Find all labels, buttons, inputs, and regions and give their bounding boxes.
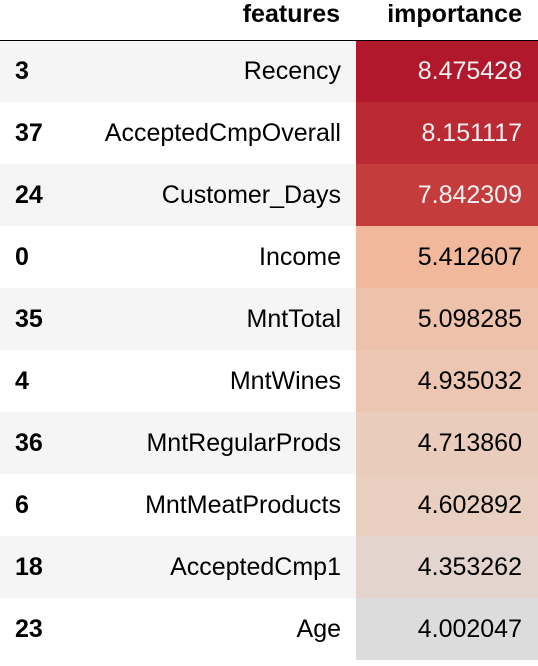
feature-name-cell: Recency (57, 40, 356, 102)
table-header: features importance (0, 0, 538, 41)
table-row: 18 AcceptedCmp1 4.353262 (0, 536, 538, 598)
table-row: 6 MntMeatProducts 4.602892 (0, 474, 538, 536)
table-row: 23 Age 4.002047 (0, 598, 538, 660)
importance-column-header: importance (356, 0, 538, 41)
importance-value-cell: 4.713860 (356, 412, 538, 474)
row-index: 24 (0, 164, 57, 226)
table-row: 4 MntWines 4.935032 (0, 350, 538, 412)
feature-name-cell: AcceptedCmp1 (57, 536, 356, 598)
importance-value-cell: 5.098285 (356, 288, 538, 350)
row-index: 4 (15, 366, 29, 395)
feature-name-cell: MntWines (229, 366, 341, 395)
importance-value-cell: 8.151117 (356, 102, 538, 164)
header-row: features importance (0, 0, 538, 41)
table-row: 3 Recency 8.475428 (0, 40, 538, 102)
table-row: 0 Income 5.412607 (0, 226, 538, 288)
row-index: 37 (15, 118, 43, 147)
importance-value-cell: 8.475428 (356, 40, 538, 102)
table-row: 37 AcceptedCmpOverall 8.151117 (0, 102, 538, 164)
feature-name-cell: Customer_Days (57, 164, 356, 226)
feature-name-cell: MntRegularProds (57, 412, 356, 474)
importance-value-cell: 4.353262 (356, 536, 538, 598)
row-index: 0 (15, 242, 29, 271)
importance-value-cell: 7.842309 (356, 164, 538, 226)
table-row: 36 MntRegularProds 4.713860 (0, 412, 538, 474)
feature-name-cell: MntTotal (57, 288, 356, 350)
index-column-header (0, 0, 57, 41)
row-index: 35 (0, 288, 57, 350)
importance-value-cell: 4.935032 (356, 350, 538, 412)
row-index: 18 (0, 536, 57, 598)
features-column-header: features (57, 0, 356, 41)
importance-value-cell: 5.412607 (356, 226, 538, 288)
feature-name-cell: AcceptedCmpOverall (104, 118, 341, 147)
row-index: 36 (0, 412, 57, 474)
importance-value-cell: 4.002047 (356, 598, 538, 660)
feature-name-cell: Age (296, 614, 341, 643)
table-row: 24 Customer_Days 7.842309 (0, 164, 538, 226)
table-body: 3 Recency 8.475428 37 AcceptedCmpOverall 8.15… (0, 40, 538, 660)
row-index: 3 (0, 40, 57, 102)
table-row: 35 MntTotal 5.098285 (0, 288, 538, 350)
row-index: 6 (15, 490, 29, 519)
feature-name-cell: Income (259, 242, 341, 271)
importance-value-cell: 4.602892 (356, 474, 538, 536)
feature-name-cell: MntMeatProducts (145, 490, 341, 519)
row-index: 23 (15, 614, 43, 643)
